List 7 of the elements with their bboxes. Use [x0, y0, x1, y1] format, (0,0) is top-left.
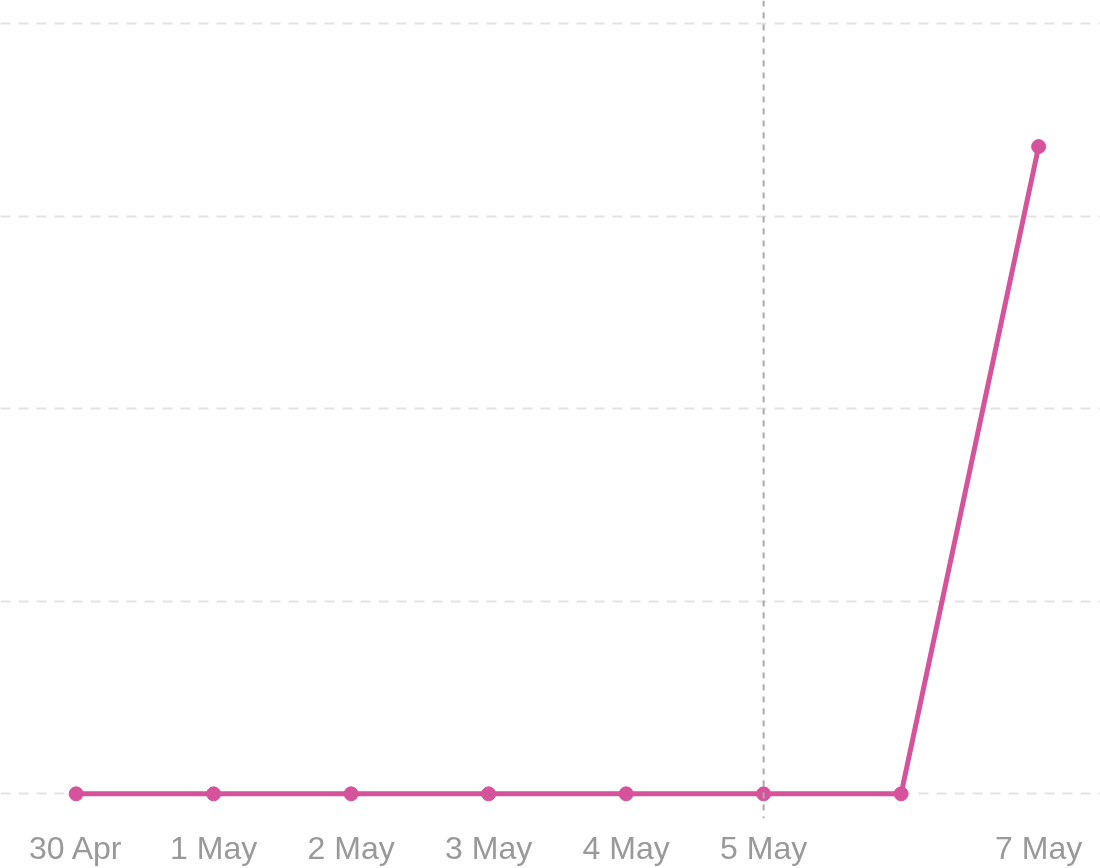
x-tick-label: 30 Apr — [28, 829, 122, 866]
x-tick-label: 3 May — [445, 829, 533, 866]
x-tick-label: 5 May — [720, 829, 808, 866]
x-tick-label: 4 May — [582, 829, 670, 866]
x-tick-label: 1 May — [170, 829, 258, 866]
x-tick-label: 2 May — [307, 829, 395, 866]
x-tick-label: 7 May — [995, 829, 1083, 866]
